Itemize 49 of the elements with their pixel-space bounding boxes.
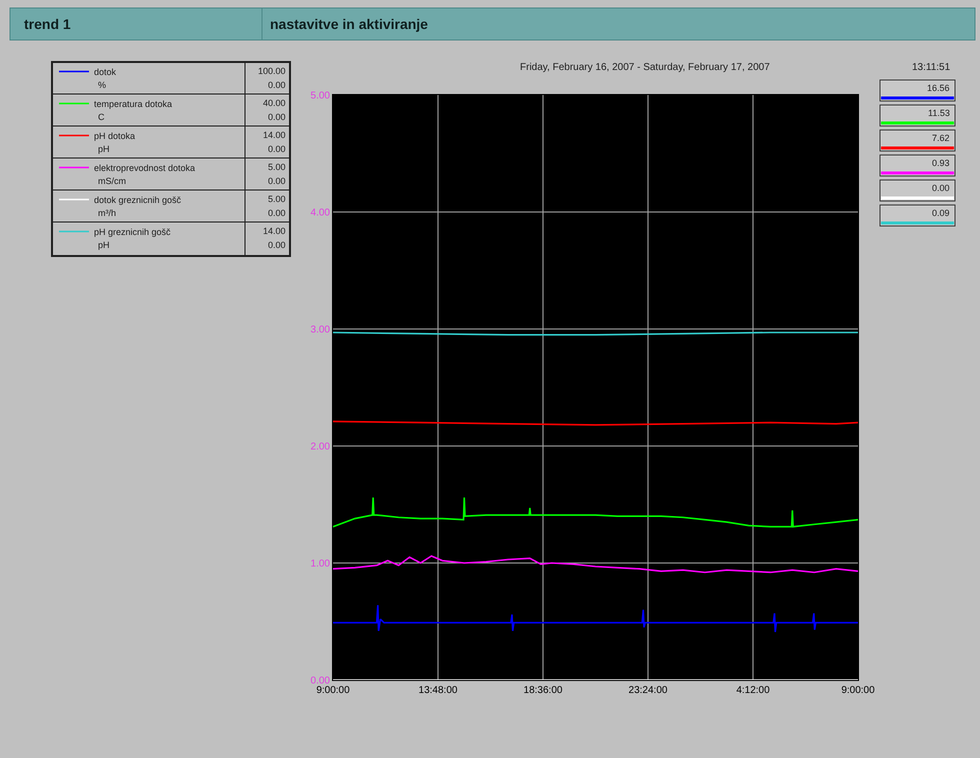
- text: 5.00: [268, 194, 286, 204]
- text: pH: [98, 144, 110, 154]
- text: 11.53: [928, 108, 950, 118]
- text: C: [98, 112, 105, 122]
- text: 0.00: [268, 80, 286, 90]
- text: 0.00: [268, 112, 286, 122]
- text: 13:11:51: [912, 62, 951, 73]
- line-series: [333, 496, 858, 528]
- text: pH: [98, 240, 110, 250]
- text: Friday, February 16, 2007 - Saturday, February 17, 2007: [520, 62, 770, 73]
- x-tick-label: 9:00:00: [841, 685, 876, 696]
- y-tick-label: 2.00: [310, 442, 330, 452]
- text: 0.93: [932, 158, 950, 168]
- y-tick-label: 4.00: [310, 208, 330, 218]
- chart-subtitle: nastavitve in aktiviranje: [270, 16, 428, 32]
- text: 0.00: [268, 208, 286, 218]
- text: 0.09: [932, 208, 950, 218]
- text: 0.00: [268, 144, 286, 154]
- text: 14.00: [263, 226, 286, 236]
- x-tick-label: 13:48:00: [418, 685, 458, 696]
- text: m³/h: [98, 208, 116, 218]
- x-tick-label: 18:36:00: [524, 685, 563, 696]
- legend-label: pH dotoka: [94, 131, 136, 142]
- text: 14.00: [263, 130, 286, 140]
- text: 0.00: [932, 183, 950, 193]
- text: 40.00: [263, 98, 286, 108]
- y-tick-label: 3.00: [310, 324, 330, 336]
- legend-label: dotok: [94, 67, 117, 78]
- x-tick-label: 9:00:00: [316, 685, 350, 696]
- legend-label: dotok greznicnih gošč: [94, 195, 182, 206]
- text: 100.00: [258, 66, 286, 76]
- x-tick-label: 4:12:00: [736, 685, 770, 696]
- x-tick-label: 23:24:00: [628, 685, 668, 696]
- line-series: [333, 604, 858, 633]
- text: 0.00: [268, 176, 286, 186]
- legend-label: temperatura dotoka: [94, 99, 172, 110]
- text: 16.56: [927, 83, 950, 93]
- text: 0.00: [268, 240, 286, 250]
- text: 5.00: [268, 162, 286, 172]
- text: 7.62: [932, 133, 950, 143]
- legend-label: elektroprevodnost dotoka: [94, 163, 196, 174]
- legend-label: pH greznicnih gošč: [94, 227, 172, 238]
- y-tick-label: 5.00: [310, 90, 330, 102]
- text: trend 1: [24, 16, 71, 32]
- text: mS/cm: [98, 176, 126, 186]
- y-tick-label: 0.00: [310, 676, 330, 686]
- text: %: [98, 80, 106, 90]
- y-tick-label: 1.00: [310, 558, 330, 570]
- line-series: [333, 555, 858, 574]
